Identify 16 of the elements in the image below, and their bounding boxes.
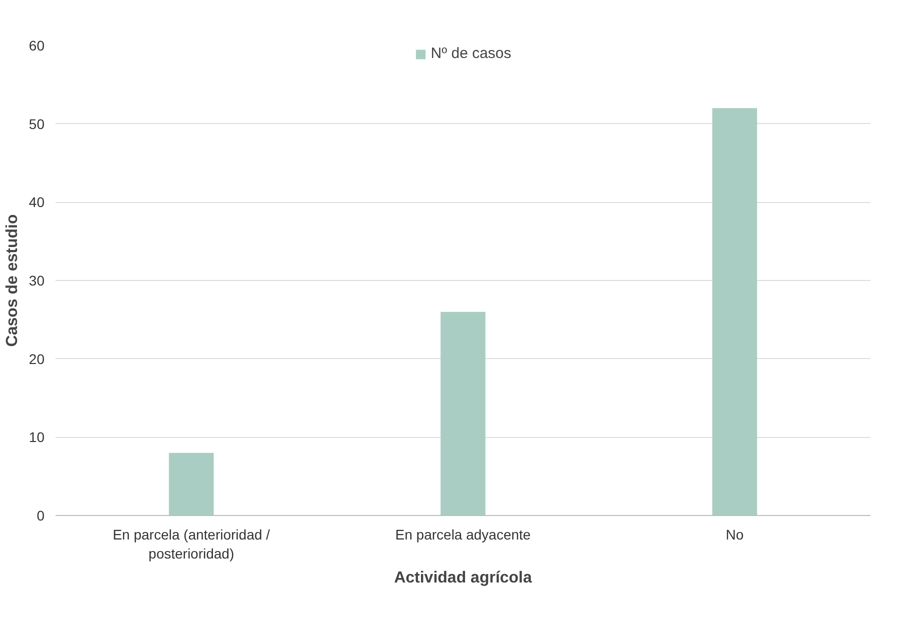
x-tick-label: En parcela adyacente xyxy=(395,526,531,542)
x-tick-label: En parcela (anterioridad / posterioridad) xyxy=(112,526,270,562)
y-tick-label: 0 xyxy=(36,508,45,524)
bar xyxy=(168,452,214,516)
y-tick-label: 30 xyxy=(28,272,45,288)
x-tick-label: No xyxy=(726,526,744,542)
y-axis-title: Casos de estudio xyxy=(4,214,21,347)
bar xyxy=(440,312,486,516)
x-axis-title: Actividad agrícola xyxy=(394,570,532,587)
y-tick-label: 50 xyxy=(28,116,45,132)
y-tick-label: 10 xyxy=(28,429,45,446)
y-tick-label: 60 xyxy=(28,38,45,54)
legend-label: Nº de casos xyxy=(430,45,512,62)
y-tick-label: 20 xyxy=(28,350,45,367)
bar xyxy=(712,108,758,516)
y-tick-label: 40 xyxy=(28,194,45,210)
